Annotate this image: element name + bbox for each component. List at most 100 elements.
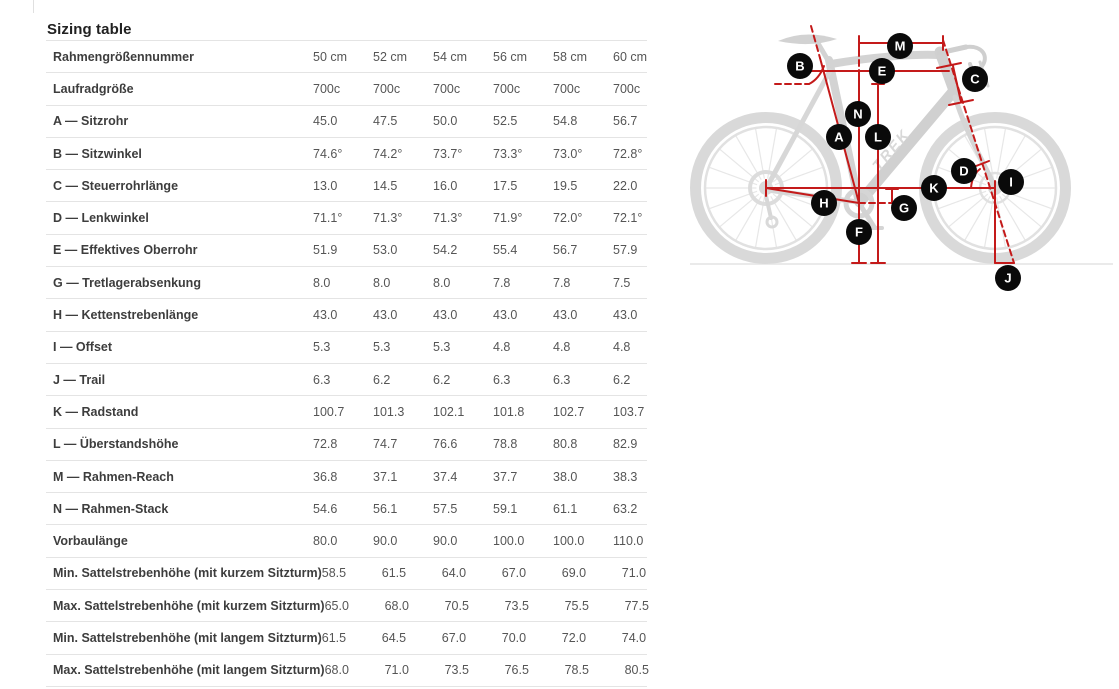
- cell-value: 73.7°: [433, 146, 463, 161]
- cell-value: 76.5: [504, 663, 529, 678]
- table-row: Min. Sattelstrebenhöhe (mit kurzem Sitzt…: [46, 556, 647, 589]
- table-row: A — Sitzrohr 45.0 47.5 50.0 52.5 54.8 56.7: [46, 104, 647, 137]
- seat-angle-arc-B: [808, 65, 825, 85]
- cell-value: 67.0: [501, 566, 527, 581]
- cell-value: 59.1: [493, 501, 518, 516]
- cell-value: 19.5: [553, 178, 578, 193]
- diagram-marker-L: L: [865, 124, 891, 150]
- row-label: D — Lenkwinkel: [53, 211, 149, 226]
- crank-arm: [856, 200, 877, 230]
- chainstay-line-H: [765, 187, 860, 204]
- diagram-marker-N: N: [845, 101, 871, 127]
- cell-value: 13.0: [313, 178, 338, 193]
- cell-value: 78.5: [564, 663, 589, 678]
- bike-geometry-diagram: TREK: [683, 0, 1119, 300]
- cell-value: 64.5: [381, 630, 407, 645]
- seatpost: [813, 37, 832, 65]
- cell-value: 82.9: [613, 437, 638, 452]
- row-label: Min. Sattelstrebenhöhe (mit langem Sitzt…: [53, 630, 322, 645]
- diagram-marker-D: D: [951, 158, 977, 184]
- cell-value: 6.2: [433, 372, 451, 387]
- cell-value: 7.8: [493, 275, 511, 290]
- seat-stay: [764, 68, 833, 190]
- cell-value: 57.9: [613, 243, 638, 258]
- diagram-marker-J: J: [995, 265, 1021, 291]
- cell-value: 7.5: [613, 275, 631, 290]
- cell-value: 4.8: [493, 340, 511, 355]
- cell-value: 76.6: [433, 437, 458, 452]
- marker-letter: F: [855, 225, 863, 240]
- cell-value: 700c: [613, 81, 641, 96]
- cell-value: 102.1: [433, 404, 465, 419]
- cell-value: 14.5: [373, 178, 398, 193]
- cell-value: 69.0: [561, 566, 587, 581]
- cell-value: 17.5: [493, 178, 518, 193]
- cell-value: 75.5: [564, 598, 589, 613]
- cell-value: 8.0: [373, 275, 391, 290]
- table-row: H — Kettenstrebenlänge 43.0 43.0 43.0 43.0 43…: [46, 298, 647, 330]
- cell-value: 700c: [313, 81, 341, 96]
- cell-value: 56 cm: [493, 49, 528, 64]
- cell-value: 8.0: [433, 275, 451, 290]
- cell-value: 68.0: [324, 663, 349, 678]
- cell-value: 700c: [373, 81, 401, 96]
- table-row: K — Radstand 100.7 101.3 102.1 101.8 102.7 103…: [46, 395, 647, 427]
- cell-value: 54.6: [313, 501, 338, 516]
- marker-letter: I: [1009, 175, 1013, 190]
- down-tube: [854, 87, 958, 208]
- table-row: E — Effektives Oberrohr 51.9 53.0 54.2 55.4 5…: [46, 233, 647, 266]
- cell-value: 70.5: [444, 598, 469, 613]
- row-label: N — Rahmen-Stack: [53, 501, 169, 516]
- cell-value: 68.0: [384, 598, 409, 613]
- head-tube-measure-C: [936, 62, 962, 69]
- cell-value: 4.8: [613, 340, 631, 355]
- cell-value: 61.5: [321, 630, 347, 645]
- cell-value: 100.0: [493, 534, 525, 549]
- marker-letter: L: [874, 130, 882, 145]
- cell-value: 110.0: [613, 534, 644, 549]
- cell-value: 5.3: [313, 340, 331, 355]
- cell-value: 74.0: [621, 630, 647, 645]
- cell-value: 71.0: [384, 663, 409, 678]
- cell-value: 43.0: [493, 308, 518, 323]
- marker-letter: E: [878, 64, 887, 79]
- cell-value: 52 cm: [373, 49, 408, 64]
- cell-value: 73.5: [504, 598, 529, 613]
- cell-value: 6.3: [313, 372, 331, 387]
- diagram-marker-C: C: [962, 66, 988, 92]
- cell-value: 101.3: [373, 404, 405, 419]
- cell-value: 72.8°: [613, 146, 643, 161]
- cell-value: 700c: [433, 81, 461, 96]
- marker-letter: M: [895, 39, 906, 54]
- cell-value: 60 cm: [613, 49, 648, 64]
- diagram-marker-H: H: [811, 190, 837, 216]
- cell-value: 6.3: [493, 372, 511, 387]
- cell-value: 58.5: [321, 566, 347, 581]
- cell-value: 71.3°: [433, 211, 463, 226]
- cell-value: 54.2: [433, 243, 458, 258]
- marker-letter: N: [853, 107, 862, 122]
- row-label: Max. Sattelstrebenhöhe (mit langem Sitzt…: [53, 663, 325, 678]
- row-label: G — Tretlagerabsenkung: [53, 275, 201, 290]
- row-label: C — Steuerrohrlänge: [53, 178, 179, 193]
- saddle: [778, 34, 837, 45]
- table-row: Rahmengrößennummer 50 cm 52 cm 54 cm 56 cm 58…: [46, 40, 647, 72]
- cell-value: 71.9°: [493, 211, 523, 226]
- table-row: Vorbaulänge 80.0 90.0 90.0 100.0 100.0 110.0: [46, 524, 647, 556]
- diagram-marker-G: G: [891, 195, 917, 221]
- cell-value: 37.1: [373, 469, 398, 484]
- cell-value: 80.0: [313, 534, 338, 549]
- cell-value: 102.7: [553, 404, 585, 419]
- table-row: Laufradgröße 700c 700c 700c 700c 700c 700c: [46, 72, 647, 104]
- marker-letter: K: [929, 181, 939, 196]
- cell-value: 70.0: [501, 630, 527, 645]
- cell-value: 55.4: [493, 243, 518, 258]
- cell-value: 43.0: [433, 308, 458, 323]
- cell-value: 6.3: [553, 372, 571, 387]
- cell-value: 57.5: [433, 501, 458, 516]
- row-label: I — Offset: [53, 340, 113, 355]
- cell-value: 74.2°: [373, 146, 403, 161]
- diagram-marker-K: K: [921, 175, 947, 201]
- cell-value: 36.8: [313, 469, 338, 484]
- cell-value: 43.0: [613, 308, 638, 323]
